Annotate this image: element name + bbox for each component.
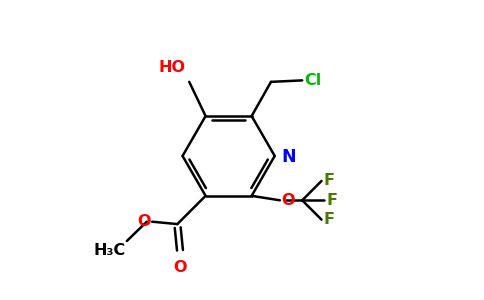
Text: N: N [281,148,296,166]
Text: Cl: Cl [304,73,322,88]
Text: F: F [324,212,335,227]
Text: H₃C: H₃C [93,242,125,257]
Text: F: F [324,173,335,188]
Text: O: O [174,260,187,275]
Text: O: O [281,193,295,208]
Text: F: F [327,193,338,208]
Text: O: O [137,214,151,229]
Text: HO: HO [159,60,186,75]
